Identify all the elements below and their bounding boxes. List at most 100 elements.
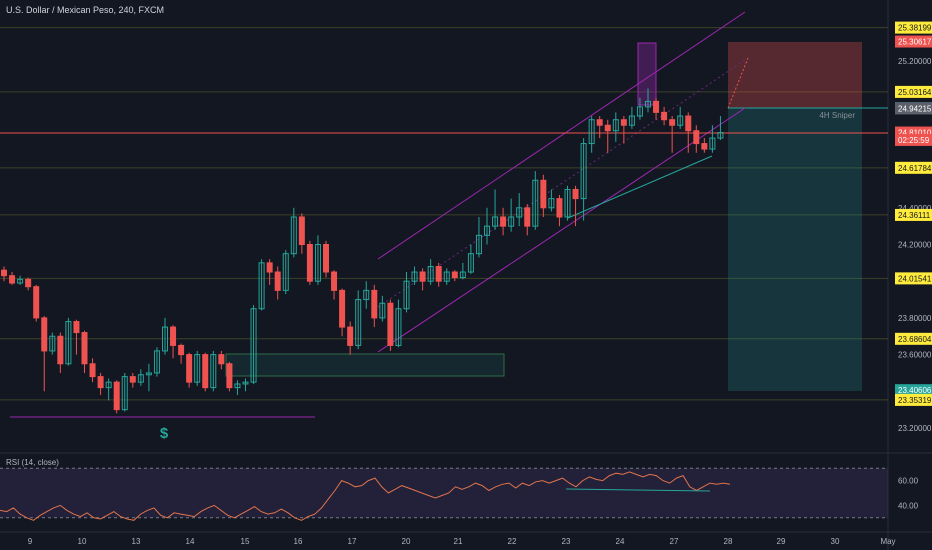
candle-down <box>701 143 708 150</box>
candle-up <box>564 188 571 218</box>
price-tag-label: 25.03164 <box>898 88 932 97</box>
candle-up <box>145 372 152 376</box>
time-axis-label: May <box>880 537 895 546</box>
candle-up <box>379 302 386 319</box>
candle-down <box>620 119 627 126</box>
candle-down <box>306 244 313 282</box>
price-tag <box>895 21 932 34</box>
price-tag-label: 24.94215 <box>898 104 932 113</box>
stop-loss-zone <box>728 42 862 108</box>
candle-down <box>604 124 611 132</box>
time-axis-label: 9 <box>28 537 33 546</box>
price-tag-label: 25.30617 <box>898 38 932 47</box>
candle-down <box>57 335 64 365</box>
candle-up <box>516 207 523 218</box>
candle-up <box>242 381 249 385</box>
candle-down <box>274 271 281 291</box>
candle-down <box>226 363 233 389</box>
candle-up <box>677 115 684 126</box>
candle-down <box>387 302 394 346</box>
time-axis-label: 27 <box>670 537 679 546</box>
candle-down <box>524 207 531 227</box>
price-tag-label: 23.68604 <box>898 335 932 344</box>
time-axis-label: 10 <box>78 537 87 546</box>
rsi-title: RSI (14, close) <box>6 458 59 467</box>
price-tag <box>895 384 932 397</box>
candle-down <box>540 179 547 209</box>
candle-up <box>580 143 587 200</box>
time-axis-label: 14 <box>186 537 195 546</box>
price-axis-label: 24.40000 <box>898 204 932 213</box>
candle-up <box>709 137 716 150</box>
candle-down <box>419 271 426 282</box>
candle-up <box>49 335 56 352</box>
candle-down <box>170 326 177 346</box>
candle-down <box>218 354 225 365</box>
price-axis-label: 25.20000 <box>898 57 932 66</box>
candle-up <box>210 354 217 389</box>
price-tag <box>895 208 932 221</box>
price-tag <box>895 35 932 48</box>
price-tag-label: 24.61784 <box>898 164 932 173</box>
candle-down <box>129 376 136 383</box>
candle-up <box>484 225 490 236</box>
candle-down <box>693 130 700 145</box>
time-axis-label: 15 <box>241 537 250 546</box>
candle-down <box>73 321 80 334</box>
candle-down <box>298 216 305 246</box>
candle-down <box>323 244 329 273</box>
price-tag-label: 24.36111 <box>898 211 931 220</box>
candle-down <box>81 332 88 365</box>
time-axis-label: 28 <box>724 537 733 546</box>
price-tag-label: 24.81010 <box>898 129 932 138</box>
time-axis-label: 22 <box>508 537 517 546</box>
candle-down <box>685 115 692 132</box>
candle-up <box>363 289 370 301</box>
candle-up <box>628 115 635 126</box>
candle-up <box>258 262 265 310</box>
candle-up <box>162 326 168 352</box>
price-tag-label: 23.40606 <box>898 386 932 395</box>
candle-up <box>467 253 474 273</box>
candle-down <box>186 354 193 383</box>
price-tag-label: 25.38199 <box>898 24 932 33</box>
candle-up <box>443 271 450 282</box>
price-tag <box>895 272 932 285</box>
price-tag <box>895 161 932 174</box>
time-axis-label: 30 <box>831 537 840 546</box>
candle-down <box>178 344 185 356</box>
price-tag-label: 24.01541 <box>898 274 932 283</box>
candle-down <box>572 188 579 200</box>
candle-down <box>9 275 16 284</box>
time-axis-label: 23 <box>562 537 571 546</box>
candle-down <box>653 100 660 113</box>
rsi-tick-label: 40.00 <box>898 501 919 510</box>
candle-down <box>266 262 273 273</box>
take-profit-zone <box>728 108 862 391</box>
candle-down <box>347 326 354 346</box>
candle-up <box>105 381 112 389</box>
price-axis-label: 23.60000 <box>898 351 932 360</box>
candle-up <box>492 216 499 227</box>
candle-up <box>395 308 402 346</box>
candle-down <box>97 376 104 389</box>
price-axis-label: 23.20000 <box>898 424 932 433</box>
candle-up <box>250 308 257 383</box>
price-tag <box>895 133 932 146</box>
price-tag-label: 23.35319 <box>898 396 932 405</box>
candle-up <box>532 179 539 227</box>
candle-down <box>661 111 668 121</box>
candle-up <box>290 216 297 255</box>
price-tag <box>895 85 932 98</box>
candle-up <box>234 383 241 389</box>
channel-mid-line <box>377 59 746 308</box>
price-tag <box>895 332 932 345</box>
candle-down <box>1 269 7 277</box>
channel-upper-line <box>377 11 746 260</box>
candle-up <box>645 100 651 108</box>
price-tag <box>895 393 932 406</box>
candle-up <box>194 354 201 383</box>
rsi-tick-label: 60.00 <box>898 477 919 486</box>
